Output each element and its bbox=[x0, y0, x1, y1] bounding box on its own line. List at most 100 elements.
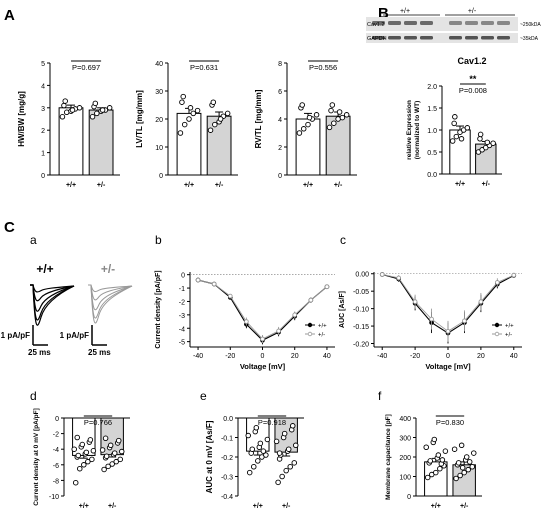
panel-letter-f: f bbox=[378, 389, 382, 403]
data-point bbox=[116, 437, 122, 444]
data-point bbox=[459, 464, 466, 471]
x-tick-label: +/+ bbox=[184, 182, 194, 189]
y-tick-label: 6 bbox=[278, 89, 282, 96]
data-point bbox=[300, 126, 307, 132]
data-point bbox=[245, 432, 251, 439]
data-point bbox=[452, 114, 458, 120]
data-point bbox=[326, 124, 333, 131]
x-tick-label: 40 bbox=[510, 353, 518, 360]
blot-band-cav bbox=[372, 21, 385, 25]
x-tick-label: 20 bbox=[477, 353, 485, 360]
auc0-chart: -0.4 -0.3 -0.2 -0.1 0.0 AUC at 0 mV [As/F] +/+… bbox=[205, 415, 304, 510]
y-tick-label: 0 bbox=[41, 173, 45, 180]
data-point bbox=[249, 446, 256, 452]
data-point bbox=[308, 297, 314, 303]
data-point bbox=[107, 442, 114, 449]
y-tick-label: -0.3 bbox=[221, 475, 233, 482]
data-point bbox=[61, 102, 67, 109]
y-tick-label: 1.0 bbox=[427, 128, 437, 135]
data-point bbox=[72, 479, 79, 486]
legend-marker bbox=[307, 322, 313, 328]
chart-title: Cav1.2 bbox=[457, 56, 486, 66]
blot-band-cav bbox=[465, 21, 478, 25]
x-tick-label: +/- bbox=[97, 182, 106, 189]
y-tick-label: 20 bbox=[155, 117, 163, 124]
data-point bbox=[62, 98, 68, 104]
y-tick-label: 0.0 bbox=[427, 172, 437, 179]
data-point bbox=[117, 456, 124, 463]
data-point bbox=[251, 464, 257, 470]
y-tick-label: 0 bbox=[181, 273, 185, 280]
data-point bbox=[461, 469, 467, 476]
panel-letter-C: C bbox=[4, 219, 15, 236]
y-axis-label: Current density at 0 mV [pA/pF] bbox=[33, 408, 40, 506]
data-point bbox=[439, 457, 446, 463]
data-point bbox=[449, 138, 456, 144]
y-tick-label: 10 bbox=[155, 145, 163, 152]
western-blot: +/+ +/- Cav1.2 GAPDH ~250kDA ~35kDA bbox=[366, 8, 541, 43]
het-trace-group bbox=[88, 284, 133, 324]
data-point bbox=[324, 284, 330, 290]
y-tick-label: 4 bbox=[278, 117, 282, 124]
legend-label: +/- bbox=[505, 333, 512, 339]
p-value: P=0.830 bbox=[436, 418, 464, 427]
blot-marker-cav: ~250kDA bbox=[520, 22, 541, 28]
y-tick-label: 0 bbox=[55, 416, 59, 423]
data-point bbox=[190, 110, 197, 117]
y-tick-label: 1 bbox=[41, 151, 45, 158]
blot-band-cav bbox=[449, 21, 462, 25]
blot-band-cav bbox=[404, 21, 417, 25]
y-tick-label: 30 bbox=[155, 89, 163, 96]
data-point bbox=[435, 452, 442, 458]
wt-trace bbox=[30, 284, 75, 326]
data-point bbox=[109, 461, 115, 467]
data-point bbox=[89, 114, 96, 120]
x-tick-label: +/- bbox=[334, 182, 343, 189]
data-point bbox=[113, 458, 119, 465]
blot-band-gapdh bbox=[497, 36, 510, 40]
data-point bbox=[451, 446, 458, 452]
x-tick-label: 0 bbox=[261, 353, 265, 360]
cap-chart: 0 100 200 300 400 Membrane capacitance [pF] +/… bbox=[385, 414, 482, 510]
y-tick-label: -4 bbox=[53, 447, 59, 454]
y-tick-label: 3 bbox=[41, 106, 45, 113]
data-point bbox=[224, 110, 231, 117]
data-point bbox=[292, 312, 298, 318]
p-value: P=0.766 bbox=[84, 418, 112, 427]
series-line bbox=[197, 279, 328, 340]
data-point bbox=[69, 107, 76, 113]
data-point bbox=[194, 107, 201, 114]
data-point bbox=[195, 277, 201, 283]
blot-band-gapdh bbox=[372, 36, 385, 40]
panel-letter-d: d bbox=[30, 389, 37, 403]
data-point bbox=[329, 102, 336, 108]
x-tick-label: +/+ bbox=[431, 503, 441, 510]
bar bbox=[206, 115, 232, 176]
data-point bbox=[76, 105, 83, 111]
data-point bbox=[336, 109, 343, 115]
panel-letter-b: b bbox=[155, 233, 162, 247]
blot-band-gapdh bbox=[420, 36, 433, 40]
lvtl-chart: 0 10 20 30 40 LV/TL [mg/mm] +/+ +/- P=0.631 bbox=[135, 60, 238, 189]
bar bbox=[295, 118, 321, 176]
data-point bbox=[306, 114, 313, 121]
x-axis-label: Voltage [mV] bbox=[425, 362, 471, 371]
data-point bbox=[455, 460, 462, 466]
data-point bbox=[445, 328, 451, 334]
y-axis-label: RV/TL [mg/mm] bbox=[254, 89, 263, 148]
data-point bbox=[279, 473, 285, 480]
iv-chart: -40 -20 0 20 40 -5 -4 -3 -2 -1 0 Voltage [mV] Curren… bbox=[155, 270, 335, 371]
y-axis-label: AUC at 0 mV [As/F] bbox=[205, 420, 214, 493]
data-point bbox=[255, 458, 261, 464]
data-point bbox=[227, 293, 233, 299]
data-point bbox=[464, 125, 471, 131]
y-tick-label: -2 bbox=[179, 299, 185, 306]
data-point bbox=[433, 469, 439, 476]
scale-label-x-wt: 25 ms bbox=[28, 348, 51, 357]
x-tick-label: +/- bbox=[215, 182, 224, 189]
panel-letter-e: e bbox=[200, 389, 207, 403]
x-tick-label: +/+ bbox=[303, 182, 313, 189]
data-point bbox=[276, 328, 281, 334]
het-trace bbox=[88, 284, 133, 293]
data-point bbox=[331, 120, 337, 126]
